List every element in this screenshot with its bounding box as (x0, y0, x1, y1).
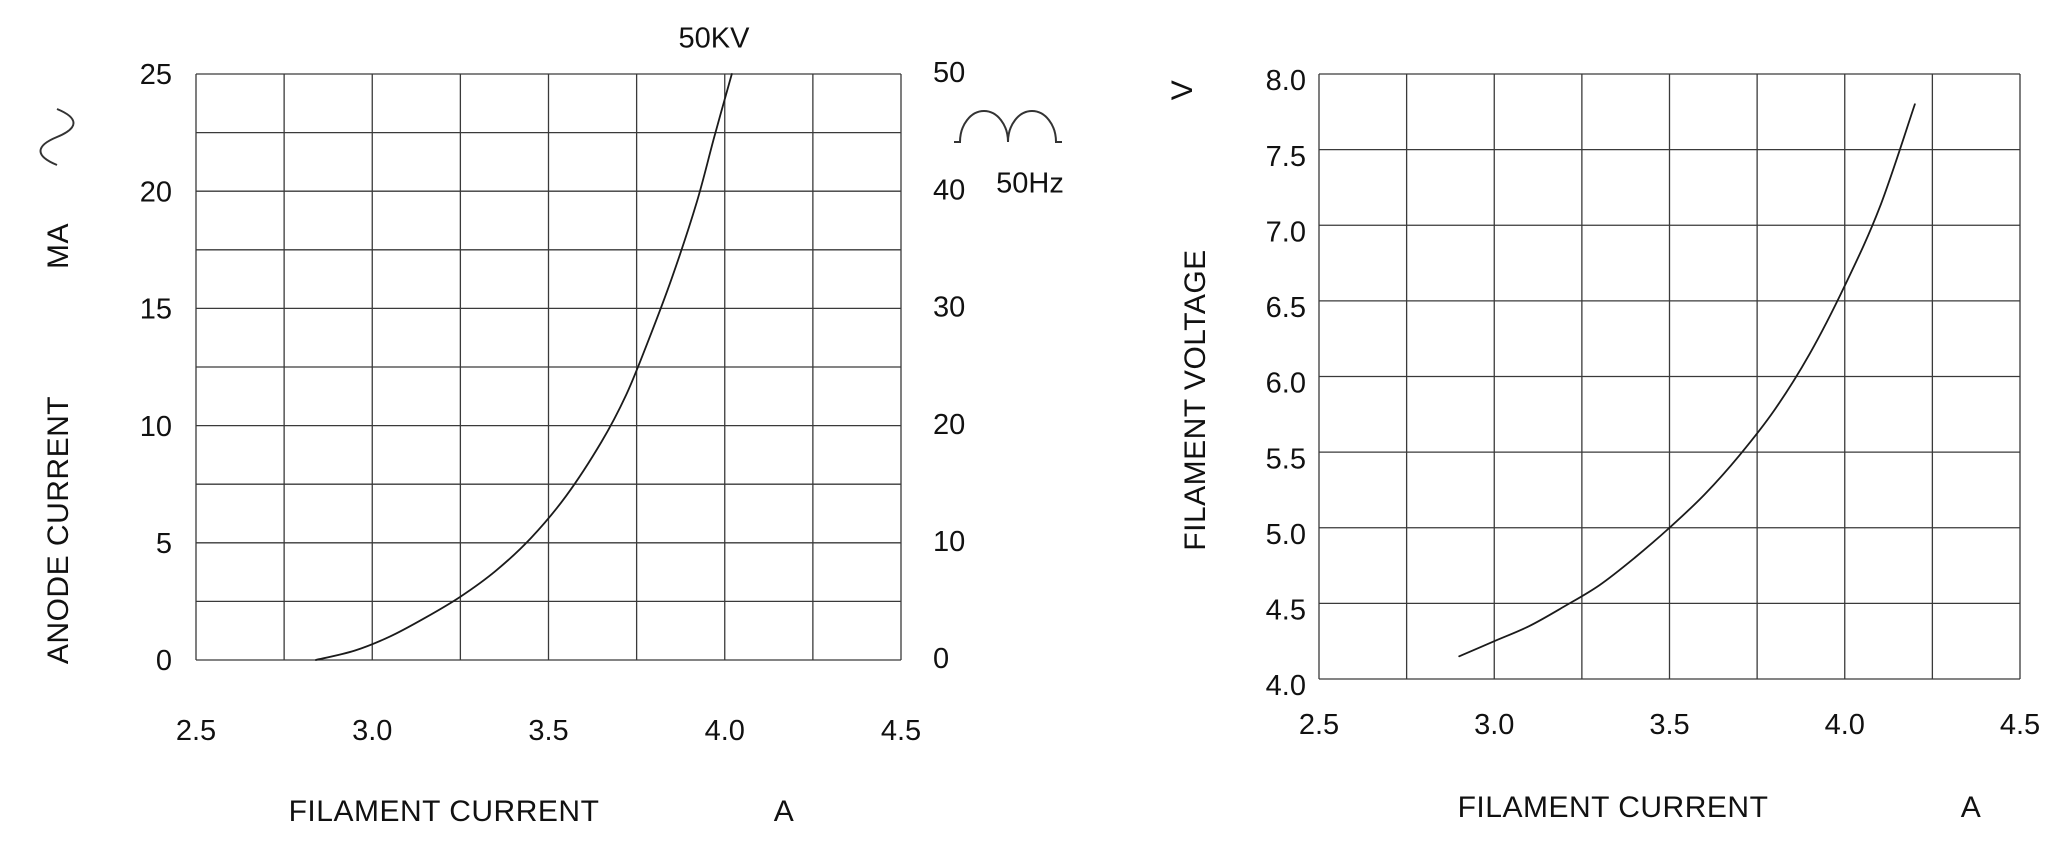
x-tick-label: 4.5 (2000, 709, 2040, 741)
y-tick-label: 10 (140, 411, 172, 443)
y-tick-label: 20 (140, 176, 172, 208)
sine-wave-icon (39, 108, 75, 166)
x-tick-label: 2.5 (176, 715, 216, 747)
y-tick-label: 7.0 (1266, 216, 1306, 248)
y-tick-label: 6.0 (1266, 368, 1306, 400)
right-y-tick-label: 30 (933, 292, 965, 324)
y-tick-label: 5.5 (1266, 443, 1306, 475)
x-tick-label: 3.5 (1649, 709, 1689, 741)
curve-label-50kv: 50KV (678, 22, 750, 55)
y-tick-label: 25 (140, 59, 172, 91)
series-curve-50KV (314, 73, 733, 661)
right-y-tick-label: 10 (933, 526, 965, 558)
y-tick-label: 7.5 (1266, 141, 1306, 173)
x-tick-label: 3.5 (528, 715, 568, 747)
full-wave-rectified-icon (954, 110, 1062, 143)
y-tick-label: 5.0 (1266, 519, 1306, 551)
left-y-axis-unit: MA (42, 223, 75, 269)
y-tick-label: 8.0 (1266, 65, 1306, 97)
anode-current-chart: 2.5 3.0 3.5 4.0 4.5 0 5 10 15 20 25 0 10 20 30 40 50 (140, 57, 966, 747)
right-x-axis-title: FILAMENT CURRENT (1457, 791, 1769, 824)
y-tick-label: 4.0 (1266, 670, 1306, 702)
x-tick-label: 4.5 (881, 715, 921, 747)
right-y-tick-label: 20 (933, 409, 965, 441)
left-x-axis-unit: A (773, 795, 795, 828)
right-y-axis-unit: V (1166, 79, 1199, 101)
left-y-axis-title: ANODE CURRENT (42, 395, 75, 665)
right-y-axis-title: FILAMENT VOLTAGE (1179, 249, 1212, 551)
frequency-label: 50Hz (996, 167, 1064, 200)
right-y-tick-label: 40 (933, 174, 965, 206)
right-y-tick-label: 50 (933, 57, 965, 89)
x-tick-label: 3.0 (352, 715, 392, 747)
x-tick-label: 2.5 (1299, 709, 1339, 741)
y-tick-label: 6.5 (1266, 292, 1306, 324)
right-x-axis-unit: A (1960, 791, 1982, 824)
series-curve-filament-voltage (1458, 103, 1916, 658)
y-tick-label: 5 (156, 528, 172, 560)
x-tick-label: 3.0 (1474, 709, 1514, 741)
right-y-tick-label: 0 (933, 643, 949, 675)
y-tick-label: 15 (140, 294, 172, 326)
left-x-axis-title: FILAMENT CURRENT (288, 795, 600, 828)
y-tick-label: 0 (156, 645, 172, 677)
y-tick-label: 4.5 (1266, 595, 1306, 627)
x-tick-label: 4.0 (1825, 709, 1865, 741)
filament-voltage-chart: 2.5 3.0 3.5 4.0 4.5 4.0 4.5 5.0 5.5 6.0 6.5 7.0 7.5 8… (1266, 65, 2040, 741)
x-tick-label: 4.0 (705, 715, 745, 747)
